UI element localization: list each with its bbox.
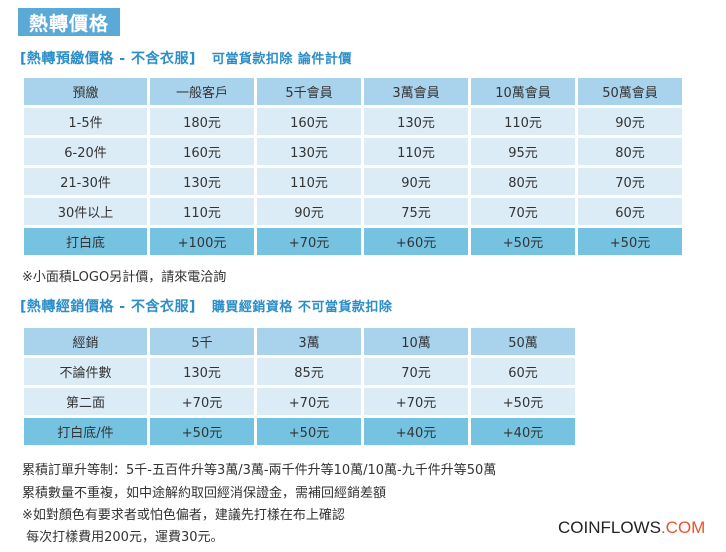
- table-cell: 90元: [257, 198, 361, 225]
- table-cell: +70元: [257, 228, 361, 255]
- table-header-row: 預繳 一般客戶 5千會員 3萬會員 10萬會員 50萬會員: [24, 78, 682, 105]
- table-cell: +40元: [364, 418, 468, 445]
- table-cell: 不論件數: [24, 358, 147, 385]
- table-cell: 110元: [257, 168, 361, 195]
- cancellation-note: 累積數量不重複，如中途解約取回經消保證金，需補回經銷差額: [22, 486, 387, 501]
- table-cell: 80元: [578, 138, 682, 165]
- table-cell: 經銷: [24, 328, 147, 355]
- table-cell: 130元: [257, 138, 361, 165]
- table-header-row: 經銷 5千 3萬 10萬 50萬: [24, 328, 575, 355]
- table-cell: 預繳: [24, 78, 147, 105]
- table-cell: 30件以上: [24, 198, 147, 225]
- brand-domain: .COM: [660, 518, 706, 537]
- table-cell: 一般客戶: [150, 78, 254, 105]
- table-cell: +60元: [364, 228, 468, 255]
- color-sample-note: ※如對顏色有要求者或怕色偏者，建議先打樣在布上確認: [22, 508, 345, 523]
- table-cell: 160元: [257, 108, 361, 135]
- table-cell: +50元: [257, 418, 361, 445]
- table-cell: +40元: [471, 418, 575, 445]
- table-cell: 110元: [150, 198, 254, 225]
- table-cell: 60元: [578, 198, 682, 225]
- table-cell: 110元: [471, 108, 575, 135]
- table-cell: 打白底/件: [24, 418, 147, 445]
- table-cell: 70元: [471, 198, 575, 225]
- table-cell: 130元: [150, 168, 254, 195]
- table-cell: 80元: [471, 168, 575, 195]
- table-cell: 50萬: [471, 328, 575, 355]
- table-cell: 第二面: [24, 388, 147, 415]
- dealer-price-table: 經銷 5千 3萬 10萬 50萬 不論件數 130元 85元 70元 60元 第二面 +70元 +70元…: [21, 325, 578, 448]
- upgrade-note: 累積訂單升等制：5千-五百件升等3萬/3萬-兩千件升等10萬/10萬-九千件升等…: [22, 463, 497, 478]
- table-cell: 1-5件: [24, 108, 147, 135]
- table-row: 21-30件 130元 110元 90元 80元 70元: [24, 168, 682, 195]
- table-row: 30件以上 110元 90元 75元 70元 60元: [24, 198, 682, 225]
- section2-subtitle: 購買經銷資格 不可當貨款扣除: [211, 300, 393, 315]
- table-row: 第二面 +70元 +70元 +70元 +50元: [24, 388, 575, 415]
- table-cell: 85元: [257, 358, 361, 385]
- table-cell: 21-30件: [24, 168, 147, 195]
- table-cell: 3萬會員: [364, 78, 468, 105]
- table-cell: 95元: [471, 138, 575, 165]
- section1-subtitle: 可當貨款扣除 論件計價: [211, 52, 352, 67]
- table-cell: 6-20件: [24, 138, 147, 165]
- brand-logo: COINFLOWS.COM: [558, 518, 705, 538]
- logo-pricing-note: ※小面積LOGO另計價，請來電洽詢: [22, 270, 227, 285]
- member-price-table: 預繳 一般客戶 5千會員 3萬會員 10萬會員 50萬會員 1-5件 180元 160元 130元…: [21, 75, 685, 258]
- table-cell: 130元: [364, 108, 468, 135]
- section1-heading: [熱轉預繳價格 - 不含衣服] 可當貨款扣除 論件計價: [20, 48, 352, 68]
- table-cell: 90元: [578, 108, 682, 135]
- section2-heading: [熱轉經銷價格 - 不含衣服] 購買經銷資格 不可當貨款扣除: [20, 296, 392, 316]
- sample-fee-note: 每次打樣費用200元，運費30元。: [22, 530, 224, 545]
- table-cell: 180元: [150, 108, 254, 135]
- table-cell: 3萬: [257, 328, 361, 355]
- table-cell: 70元: [364, 358, 468, 385]
- table-row: 6-20件 160元 130元 110元 95元 80元: [24, 138, 682, 165]
- table-cell: +50元: [150, 418, 254, 445]
- section1-title: [熱轉預繳價格 - 不含衣服]: [20, 51, 196, 67]
- table-cell: 70元: [578, 168, 682, 195]
- table-cell: 110元: [364, 138, 468, 165]
- table-cell: 60元: [471, 358, 575, 385]
- table-highlight-row: 打白底 +100元 +70元 +60元 +50元 +50元: [24, 228, 682, 255]
- table-cell: +50元: [471, 228, 575, 255]
- table-cell: 50萬會員: [578, 78, 682, 105]
- table-cell: 90元: [364, 168, 468, 195]
- table-cell: 160元: [150, 138, 254, 165]
- table-cell: +50元: [471, 388, 575, 415]
- brand-name: COINFLOWS: [558, 518, 661, 537]
- table-highlight-row: 打白底/件 +50元 +50元 +40元 +40元: [24, 418, 575, 445]
- table-row: 1-5件 180元 160元 130元 110元 90元: [24, 108, 682, 135]
- page-title: 熱轉價格: [18, 8, 120, 36]
- table-row: 不論件數 130元 85元 70元 60元: [24, 358, 575, 385]
- section2-title: [熱轉經銷價格 - 不含衣服]: [20, 299, 196, 315]
- table-cell: +70元: [257, 388, 361, 415]
- table-cell: 打白底: [24, 228, 147, 255]
- table-cell: 10萬: [364, 328, 468, 355]
- table-cell: 75元: [364, 198, 468, 225]
- table-cell: +100元: [150, 228, 254, 255]
- table-cell: +70元: [364, 388, 468, 415]
- table-cell: 5千: [150, 328, 254, 355]
- table-cell: 5千會員: [257, 78, 361, 105]
- table-cell: 130元: [150, 358, 254, 385]
- table-cell: 10萬會員: [471, 78, 575, 105]
- table-cell: +50元: [578, 228, 682, 255]
- table-cell: +70元: [150, 388, 254, 415]
